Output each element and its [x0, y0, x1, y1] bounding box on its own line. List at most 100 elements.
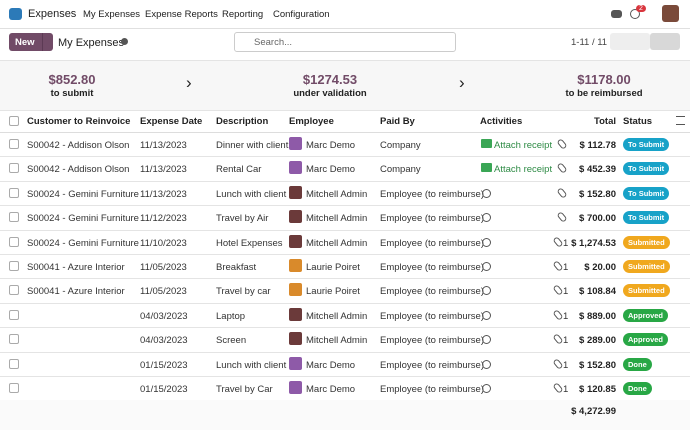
checkbox[interactable]	[9, 334, 19, 345]
activity-icon[interactable]	[482, 188, 491, 198]
paperclip[interactable]	[552, 235, 564, 248]
paid-by: Employee (to reimburse)	[380, 384, 485, 395]
paperclip[interactable]	[556, 162, 568, 175]
menu-item[interactable]: My Expenses	[83, 9, 141, 20]
attachment-count: 1	[563, 237, 569, 249]
avatar	[289, 283, 302, 297]
search-placeholder: Search...	[254, 37, 293, 48]
paperclip[interactable]	[552, 357, 564, 370]
paid-by: Employee (to reimburse)	[380, 286, 485, 298]
attachment-count: 1	[563, 310, 569, 322]
paperclip[interactable]	[552, 260, 564, 272]
summary-amount[interactable]: $1274.53	[302, 72, 358, 87]
summary-amount[interactable]: $1178.00	[577, 72, 631, 87]
paperclip[interactable]	[552, 382, 564, 394]
employee: Mitchell Admin	[306, 310, 368, 322]
checkbox[interactable]	[9, 309, 19, 320]
paid-by: Company	[380, 164, 421, 176]
gear-icon[interactable]	[121, 38, 128, 45]
checkbox[interactable]	[9, 116, 19, 126]
user-avatar[interactable]	[662, 5, 679, 22]
checkbox[interactable]	[9, 358, 19, 369]
employee: Mitchell Admin	[306, 213, 368, 225]
status: Done	[623, 382, 652, 395]
column-header[interactable]: Activities	[480, 116, 523, 127]
employee: Marc Demo	[306, 384, 356, 395]
summary-amount[interactable]: $852.80	[48, 72, 96, 87]
paperclip[interactable]	[556, 211, 568, 223]
column-header[interactable]: Employee	[289, 116, 334, 127]
activity-icon[interactable]	[482, 384, 491, 393]
column-header[interactable]: Total	[594, 116, 616, 127]
search-box[interactable]	[234, 32, 456, 52]
checkbox[interactable]	[9, 236, 19, 247]
customer: S00041 - Azure Interior	[27, 262, 125, 273]
paperclip[interactable]	[552, 309, 564, 321]
checkbox[interactable]	[9, 383, 19, 393]
column-header[interactable]: Paid By	[380, 116, 415, 127]
paperclip[interactable]	[556, 187, 568, 199]
description: Breakfast	[216, 262, 257, 273]
menu-item[interactable]: Expense Reports	[145, 9, 218, 20]
attachment-count: 1	[563, 335, 569, 347]
checkbox[interactable]	[9, 285, 19, 296]
app-name[interactable]: Expenses	[28, 8, 77, 20]
paid-by: Employee (to reimburse)	[380, 359, 485, 371]
checkbox[interactable]	[9, 139, 19, 149]
activity-icon[interactable]	[481, 163, 492, 173]
paperclip[interactable]	[556, 138, 568, 150]
attachment-count: 1	[563, 359, 569, 371]
menu-item[interactable]: Reporting	[222, 9, 264, 20]
paperclip[interactable]	[552, 333, 564, 345]
activity-icon[interactable]	[630, 9, 640, 19]
activity-icon[interactable]	[482, 359, 491, 369]
row	[0, 156, 690, 158]
description: Hotel Expenses	[216, 237, 283, 249]
checkbox[interactable]	[9, 163, 19, 174]
settings-icon[interactable]	[676, 116, 685, 125]
activity-icon[interactable]	[482, 262, 491, 271]
date: 04/03/2023	[140, 335, 188, 347]
navbar	[0, 0, 690, 29]
column-header[interactable]: Expense Date	[140, 116, 203, 127]
column-header[interactable]: Description	[216, 116, 269, 127]
paid-by: Employee (to reimburse)	[380, 213, 485, 225]
activity[interactable]: Attach receipt	[494, 164, 553, 176]
checkbox[interactable]	[9, 187, 19, 198]
chat-icon[interactable]	[611, 10, 622, 18]
paid-by: Employee (to reimburse)	[380, 262, 485, 273]
column-header[interactable]: Status	[623, 116, 653, 127]
checkbox[interactable]	[9, 261, 19, 271]
customer: S00042 - Addison Olson	[27, 164, 130, 176]
date: 11/13/2023	[140, 164, 187, 176]
checkbox[interactable]	[9, 212, 19, 223]
activity-icon[interactable]	[482, 286, 491, 296]
activity-icon[interactable]	[481, 139, 492, 148]
pager-buttons[interactable]	[610, 33, 650, 50]
activity-icon[interactable]	[482, 310, 491, 320]
avatar	[289, 234, 302, 248]
row	[0, 351, 690, 353]
date: 11/05/2023	[140, 286, 187, 298]
paid-by: Employee (to reimburse)	[380, 310, 485, 322]
column-header[interactable]: Customer to Reinvoice	[27, 116, 131, 127]
menu-item[interactable]: Configuration	[273, 9, 330, 20]
total: $ 452.39	[579, 164, 616, 176]
activity[interactable]: Attach receipt	[494, 140, 553, 151]
avatar	[289, 356, 302, 370]
view-switcher[interactable]	[650, 33, 680, 50]
activity-icon[interactable]	[482, 335, 491, 345]
paperclip[interactable]	[552, 284, 564, 297]
activity-icon[interactable]	[482, 237, 491, 247]
arrow: ›	[186, 73, 192, 92]
description: Travel by car	[216, 286, 271, 298]
avatar	[289, 137, 302, 150]
pager: 1-11 / 11	[571, 37, 608, 48]
breadcrumb: My Expenses	[58, 37, 125, 49]
date: 01/15/2023	[140, 384, 188, 395]
activity-icon[interactable]	[482, 213, 491, 223]
date: 04/03/2023	[140, 310, 188, 322]
status: To Submit	[623, 138, 670, 151]
paid-by: Company	[380, 140, 421, 151]
